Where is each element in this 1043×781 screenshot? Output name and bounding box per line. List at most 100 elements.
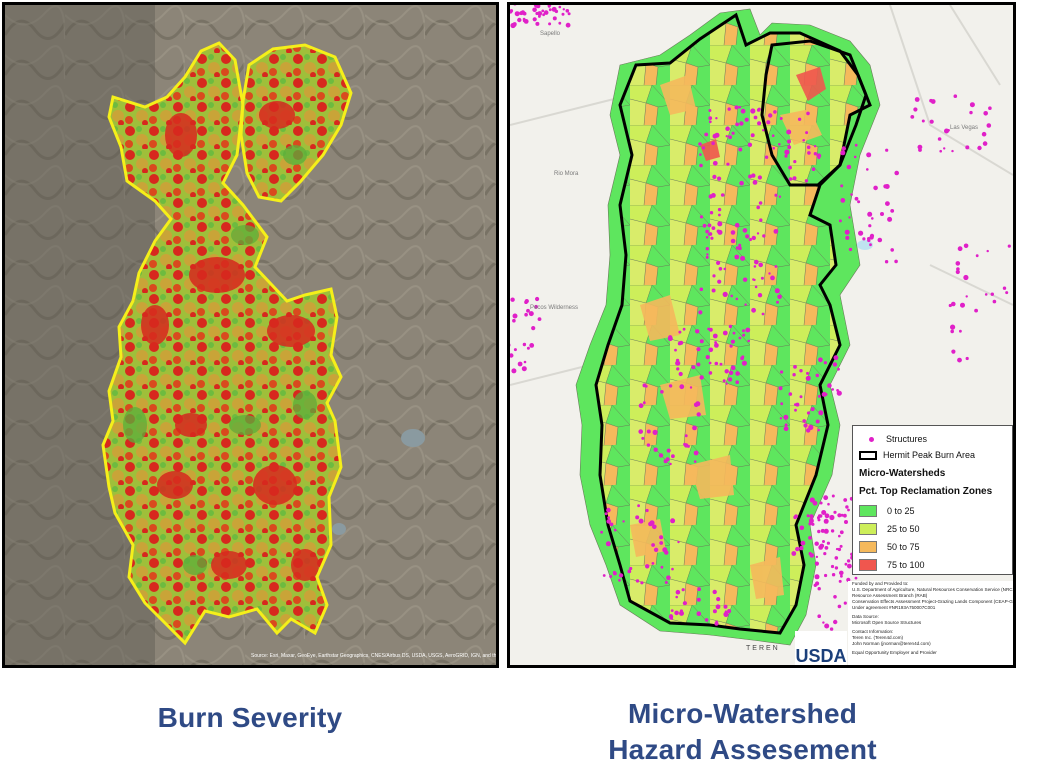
- structure-point: [663, 459, 668, 464]
- structure-point: [708, 109, 712, 112]
- structure-point: [748, 237, 752, 242]
- structure-point: [817, 156, 821, 160]
- structure-point: [827, 383, 832, 388]
- structure-point: [957, 357, 962, 363]
- structure-point: [675, 589, 681, 595]
- structure-point: [786, 129, 792, 135]
- structure-point: [679, 610, 684, 616]
- structure-point: [567, 12, 571, 16]
- structure-point: [843, 498, 848, 502]
- structure-point: [534, 304, 538, 309]
- structure-point: [714, 132, 720, 138]
- structure-point: [977, 145, 982, 151]
- structure-point: [850, 193, 853, 196]
- structure-point: [929, 98, 933, 103]
- structure-point: [846, 577, 851, 583]
- structure-point: [788, 392, 793, 396]
- structure-point: [805, 131, 809, 135]
- structure-point: [803, 423, 808, 428]
- structure-point: [517, 361, 523, 367]
- structure-point: [830, 564, 835, 569]
- structure-point: [742, 277, 748, 282]
- credits-block: Funded by and Provided to: U.S. Departme…: [848, 581, 1013, 665]
- structure-dot-icon: [869, 436, 874, 442]
- structure-point: [929, 119, 934, 124]
- color-swatch: [859, 523, 877, 535]
- structure-point: [778, 386, 783, 391]
- structure-point: [558, 5, 562, 9]
- structure-point: [510, 297, 515, 302]
- structure-point: [548, 22, 552, 26]
- structure-point: [757, 121, 762, 126]
- structure-point: [778, 143, 781, 146]
- structure-point: [833, 510, 837, 514]
- structure-point: [844, 562, 848, 566]
- structure-point: [866, 152, 872, 158]
- structure-point: [705, 355, 710, 360]
- structure-point: [955, 261, 961, 266]
- caption-hazard-assessment: Hazard Assesement: [608, 734, 877, 765]
- structure-point: [602, 574, 606, 577]
- structure-point: [837, 604, 842, 609]
- structure-point: [885, 201, 890, 207]
- structure-point: [1005, 291, 1009, 295]
- structure-point: [830, 529, 835, 533]
- structure-point: [693, 450, 699, 456]
- structure-point: [699, 215, 704, 219]
- structure-point: [887, 216, 893, 222]
- structure-point: [652, 429, 658, 435]
- burn-severity-map: Source: Esri, Maxar, GeoEye, Earthstar G…: [2, 2, 499, 668]
- structure-point: [821, 510, 827, 515]
- structure-point: [836, 390, 842, 396]
- structure-point: [651, 562, 655, 565]
- structure-point: [521, 366, 527, 372]
- structure-point: [667, 336, 673, 342]
- structure-point: [838, 534, 841, 538]
- structure-point: [738, 336, 742, 340]
- structure-point: [744, 303, 747, 306]
- structure-point: [883, 184, 888, 189]
- structure-point: [833, 619, 838, 625]
- structure-point: [738, 105, 741, 109]
- structure-point: [748, 174, 753, 179]
- color-swatch: [859, 559, 877, 571]
- structure-point: [708, 361, 712, 365]
- structure-point: [847, 563, 852, 569]
- structure-point: [711, 141, 715, 145]
- structure-point: [757, 175, 762, 180]
- structure-point: [646, 429, 651, 434]
- structure-point: [720, 193, 725, 197]
- structure-point: [535, 21, 540, 26]
- structure-point: [823, 495, 829, 501]
- structure-point: [910, 115, 915, 119]
- structure-point: [723, 267, 727, 271]
- structure-point: [712, 609, 717, 614]
- structure-point: [679, 340, 684, 345]
- micro-watershed-map: Sapello Pecos Wilderness Rio Mora Las Ve…: [507, 2, 1016, 668]
- color-swatch: [859, 541, 877, 553]
- structure-point: [762, 129, 765, 132]
- structure-point: [753, 115, 758, 120]
- structure-point: [714, 341, 717, 344]
- structure-point: [815, 581, 820, 586]
- low-severity-patches: [123, 145, 317, 575]
- structure-point: [722, 291, 728, 297]
- structure-point: [814, 541, 819, 546]
- structure-point: [719, 362, 723, 366]
- structure-point: [752, 278, 755, 281]
- structure-point: [535, 5, 541, 9]
- structure-point: [729, 344, 733, 348]
- structure-point: [513, 348, 517, 352]
- structure-point: [840, 198, 846, 203]
- water-body: [332, 523, 346, 535]
- structure-point: [780, 402, 784, 406]
- structure-point: [739, 180, 744, 186]
- structure-point: [810, 407, 815, 412]
- structure-point: [802, 419, 806, 423]
- structure-point: [541, 9, 545, 13]
- structure-point: [640, 581, 644, 585]
- structure-point: [535, 296, 540, 302]
- structure-point: [747, 339, 750, 343]
- structure-point: [808, 376, 811, 379]
- structure-point: [674, 610, 679, 616]
